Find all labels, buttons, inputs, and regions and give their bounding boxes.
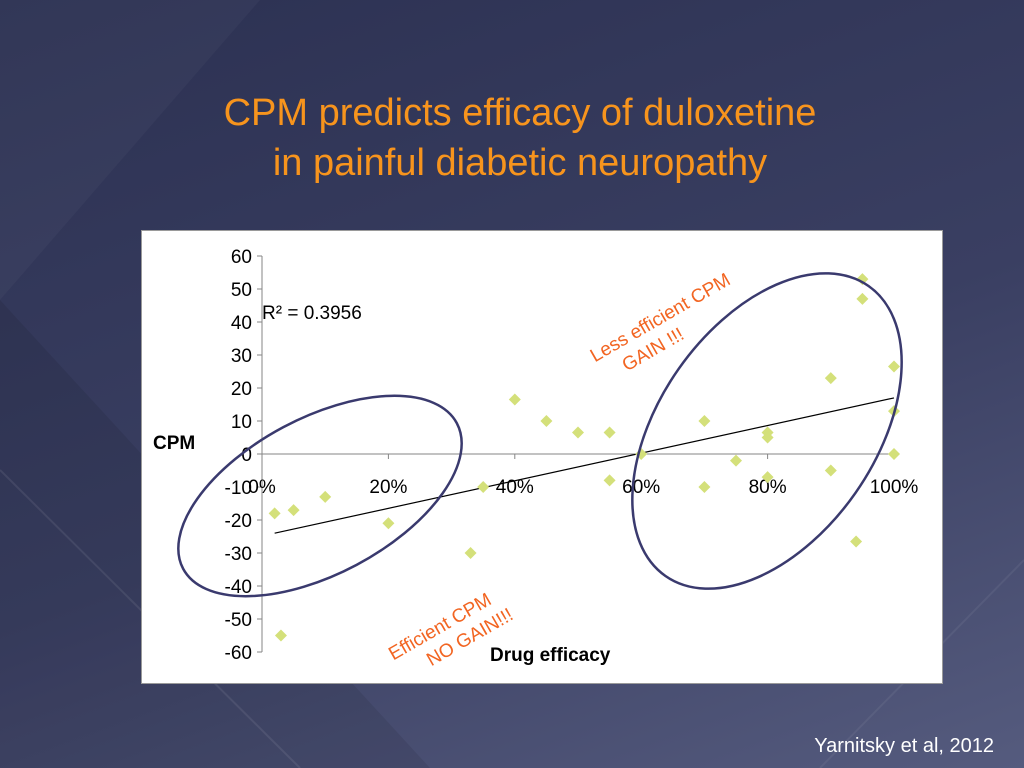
data-point (268, 507, 281, 520)
y-tick-label: 0 (241, 445, 252, 466)
x-axis-label: Drug efficacy (490, 645, 611, 666)
y-tick-label: -10 (225, 478, 252, 499)
efficient-cpm-ellipse (177, 394, 463, 598)
data-point (761, 431, 774, 444)
data-point (319, 490, 332, 503)
y-tick-label: -30 (225, 544, 252, 565)
r-squared-label: R² = 0.3956 (262, 303, 362, 324)
data-point (856, 292, 869, 305)
data-point (464, 547, 477, 559)
data-point (850, 535, 863, 548)
x-tick-labels: 0% 20% 40% 60% 80% 100% (248, 477, 918, 498)
y-tick-label: -50 (225, 610, 252, 631)
y-tick-label: 60 (231, 247, 252, 268)
data-point (477, 481, 490, 493)
data-point (824, 464, 837, 477)
citation: Yarnitsky et al, 2012 (814, 735, 994, 757)
data-point (698, 415, 711, 427)
trendline (274, 397, 895, 534)
y-tick-label: -40 (225, 577, 252, 598)
data-point (888, 360, 900, 373)
y-axis-label: CPM (153, 433, 195, 454)
slide-title-line1: CPM predicts efficacy of duloxetine (223, 92, 817, 134)
data-point (761, 471, 774, 484)
data-point (287, 504, 300, 517)
data-point (508, 393, 521, 406)
y-tick-label: 30 (231, 346, 252, 367)
x-tick-label: 20% (369, 477, 407, 498)
y-tick-label: 40 (231, 313, 252, 334)
y-tick-labels: 60 50 40 30 20 10 0 -10 -20 -30 -40 -50 -60 (225, 247, 252, 664)
slide-title-line2: in painful diabetic neuropathy (272, 142, 768, 184)
chart-panel: 60 50 40 30 20 10 0 -10 -20 -30 -40 -50 -60 0% 20% 40%… (141, 230, 943, 684)
data-point (888, 448, 900, 460)
less-efficient-cpm-ellipse (631, 272, 903, 590)
data-point (730, 454, 742, 467)
x-axis (261, 453, 895, 459)
x-tick-label: 60% (622, 477, 660, 498)
data-point (856, 273, 869, 286)
data-point (540, 415, 553, 427)
data-point (572, 426, 584, 439)
data-point (274, 629, 287, 642)
data-point (698, 481, 711, 493)
y-tick-label: 50 (231, 280, 252, 301)
data-point (824, 372, 837, 385)
efficient-annotation: Efficient CPM NO GAIN!!! (385, 589, 517, 670)
data-point (603, 426, 616, 439)
x-tick-label: 0% (248, 477, 276, 498)
less-efficient-annotation: Less efficient CPM GAIN !!! (587, 270, 734, 377)
y-tick-label: 20 (231, 379, 252, 400)
data-point (603, 474, 616, 487)
data-points (268, 273, 900, 642)
data-point (382, 517, 395, 530)
y-tick-label: 10 (231, 412, 252, 433)
y-tick-label: -20 (225, 511, 252, 532)
y-tick-label: -60 (225, 643, 252, 664)
x-tick-label: 80% (749, 477, 787, 498)
x-tick-label: 100% (870, 477, 919, 498)
slide-title: CPM predicts efficacy of duloxetine in p… (0, 88, 1024, 188)
